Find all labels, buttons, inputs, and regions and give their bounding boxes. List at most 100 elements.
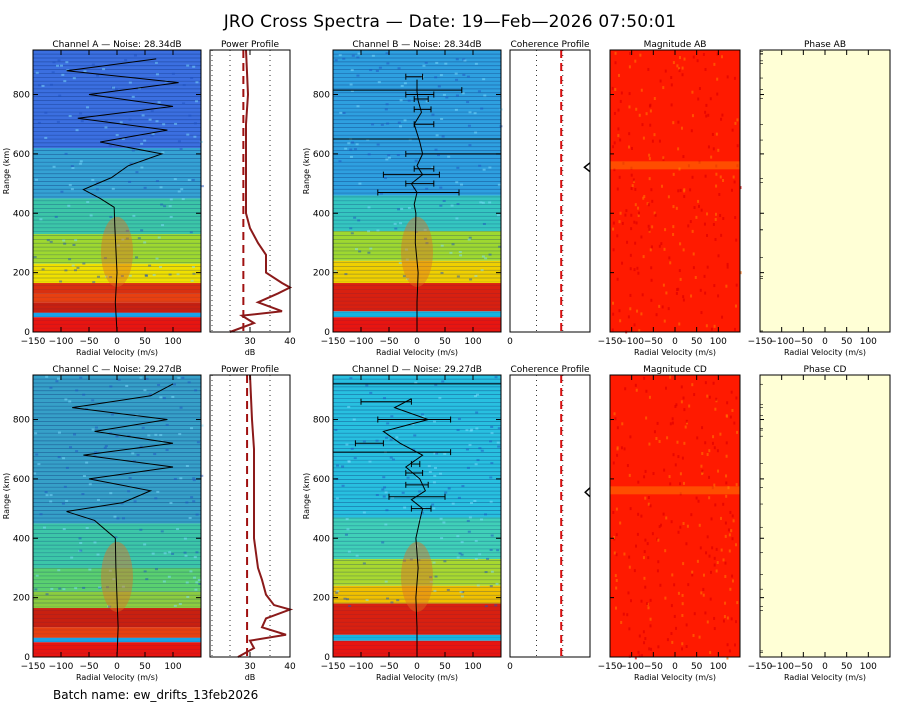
magnitude-ab-speckle	[678, 167, 681, 171]
channel-c-speckle	[63, 485, 67, 488]
channel-c-speckle	[190, 427, 194, 430]
channel-b-speckle	[458, 251, 462, 254]
magnitude-ab-speckle	[630, 146, 633, 150]
magnitude-cd-speckle	[642, 556, 645, 560]
magnitude-cd-speckle	[704, 441, 707, 445]
magnitude-cd-speckle	[640, 654, 643, 658]
magnitude-cd-speckle	[708, 554, 711, 558]
channel-d-speckle	[484, 571, 488, 574]
magnitude-cd-speckle	[626, 613, 629, 617]
channel-b-speckle	[353, 216, 357, 219]
channel-d-speckle	[389, 438, 393, 441]
magnitude-cd-speckle	[701, 451, 704, 455]
power-profile-ab-xlabel: dB	[245, 348, 256, 357]
magnitude-ab-speckle	[630, 173, 633, 177]
channel-c-ytick-label: 0	[24, 653, 30, 663]
magnitude-cd-speckle	[713, 556, 716, 560]
power-profile-cd-title: Power Profile	[221, 365, 280, 375]
magnitude-ab-speckle	[697, 199, 700, 203]
channel-d-speckle	[341, 465, 345, 468]
magnitude-cd-speckle	[674, 463, 677, 467]
channel-c-speckle	[75, 389, 79, 392]
channel-b-speckle	[350, 89, 354, 92]
channel-b-speckle	[344, 273, 348, 276]
magnitude-ab-speckle	[653, 97, 656, 101]
magnitude-ab-speckle	[614, 61, 617, 65]
magnitude-ab-xtick-label: −50	[644, 337, 663, 347]
phase-ab-frame	[759, 49, 891, 333]
magnitude-ab-speckle	[672, 121, 675, 125]
channel-d-speckle	[478, 553, 482, 556]
magnitude-ab-speckle	[648, 157, 651, 161]
magnitude-cd-speckle	[729, 415, 732, 419]
channel-a-speckle	[182, 102, 186, 105]
channel-b-speckle	[461, 92, 465, 95]
channel-c-speckle	[79, 542, 83, 545]
channel-d-speckle	[349, 377, 353, 380]
channel-d-speckle	[347, 550, 351, 553]
channel-a-speckle	[121, 137, 125, 140]
channel-d-speckle	[335, 591, 339, 594]
channel-b-speckle	[385, 103, 389, 106]
magnitude-cd-speckle	[677, 530, 680, 534]
power-profile-ab-xtick-label: 30	[244, 337, 256, 347]
magnitude-cd-speckle	[685, 623, 688, 627]
channel-a-speckle	[193, 135, 197, 138]
magnitude-ab-speckle	[704, 291, 707, 295]
channel-d-speckle	[441, 380, 445, 383]
magnitude-cd-speckle	[650, 647, 653, 651]
magnitude-cd-speckle	[733, 421, 736, 425]
magnitude-ab-xtick-label: 50	[691, 337, 703, 347]
channel-c-speckle	[145, 377, 149, 380]
channel-a-ytick-label: 200	[13, 269, 30, 279]
channel-a-speckle	[74, 239, 78, 242]
magnitude-cd-speckle	[613, 412, 616, 416]
magnitude-ab-speckle	[694, 276, 697, 280]
channel-b-speckle	[455, 94, 459, 97]
channel-a-speckle	[80, 120, 84, 123]
channel-a-speckle	[37, 121, 41, 124]
channel-c-frame	[32, 374, 202, 658]
magnitude-ab-speckle	[648, 177, 651, 181]
magnitude-cd-speckle	[615, 586, 618, 590]
magnitude-ab-speckle	[689, 220, 692, 224]
magnitude-cd-speckle	[615, 578, 618, 582]
magnitude-cd-speckle	[685, 542, 688, 546]
magnitude-cd-speckle	[724, 561, 727, 565]
magnitude-ab-speckle	[663, 247, 666, 251]
channel-c-speckle	[154, 568, 158, 571]
channel-d-speckle	[390, 415, 394, 418]
channel-a-speckle	[54, 215, 58, 218]
magnitude-cd-speckle	[682, 522, 685, 526]
phase-cd-xtick-label: −50	[794, 662, 813, 672]
channel-b-speckle	[454, 108, 458, 111]
magnitude-ab-speckle	[736, 144, 739, 148]
channel-a-speckle	[186, 133, 190, 136]
channel-a-speckle	[168, 205, 172, 208]
magnitude-ab-speckle	[647, 67, 650, 71]
magnitude-cd-speckle	[645, 416, 648, 420]
channel-d-speckle	[443, 452, 447, 455]
magnitude-cd-speckle	[708, 475, 711, 479]
channel-d-speckle	[496, 549, 500, 552]
channel-b-speckle	[447, 155, 451, 158]
channel-d-speckle	[460, 595, 464, 598]
channel-d-speckle	[386, 422, 390, 425]
magnitude-cd-speckle	[628, 555, 631, 559]
magnitude-cd-speckle	[615, 507, 618, 511]
channel-b-frame	[332, 49, 502, 333]
magnitude-ab-speckle	[616, 234, 619, 238]
magnitude-cd-speckle	[644, 538, 647, 542]
channel-d-speckle	[435, 452, 439, 455]
channel-c-speckle	[91, 399, 95, 402]
channel-a-speckle	[148, 118, 152, 121]
channel-b-speckle	[386, 62, 390, 65]
channel-c-speckle	[116, 517, 120, 520]
magnitude-cd-speckle	[634, 383, 637, 387]
magnitude-cd-speckle	[666, 638, 669, 642]
magnitude-cd-speckle	[644, 469, 647, 473]
magnitude-ab-speckle	[658, 304, 661, 308]
magnitude-ab-speckle	[720, 117, 723, 121]
magnitude-cd-speckle	[713, 483, 716, 487]
magnitude-cd-speckle	[620, 620, 623, 624]
